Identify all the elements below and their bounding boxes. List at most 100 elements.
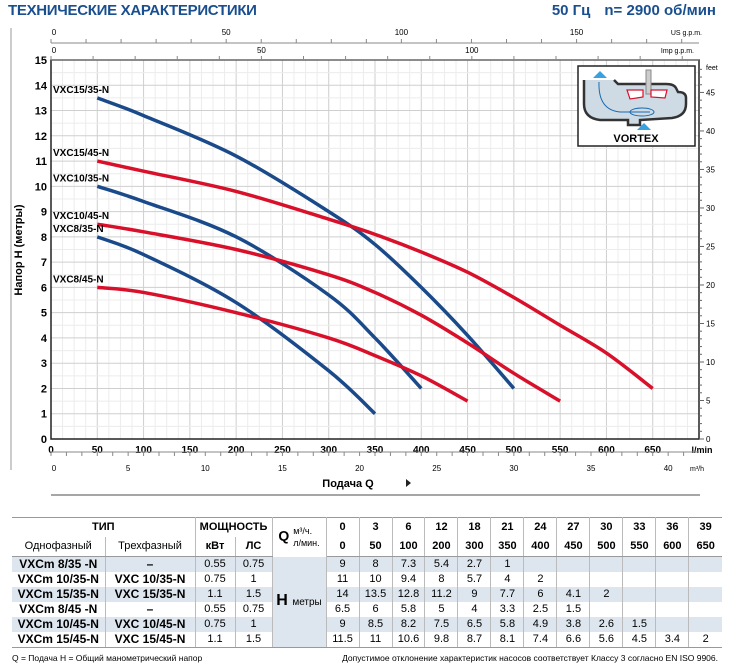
performance-table: ТИП МОЩНОСТЬ Q м³/ч. л/мин. 0 3 6 12 18 21 24 27… bbox=[12, 517, 722, 648]
head-value: 3.4 bbox=[655, 632, 690, 648]
curve-vxc10-45-n bbox=[97, 222, 562, 403]
series-label: VXC10/45-N bbox=[53, 211, 109, 222]
head-value bbox=[523, 556, 558, 572]
head-value: 8.2 bbox=[392, 617, 426, 632]
head-value bbox=[589, 556, 624, 572]
footer-legend: Q = Подача H = Общий манометрический нап… bbox=[12, 653, 203, 663]
head-value: 9 bbox=[326, 556, 360, 572]
h-label-cell: H метры bbox=[272, 556, 327, 648]
feet-unit-label: feet bbox=[706, 65, 718, 72]
head-value: 5 bbox=[424, 602, 459, 617]
x-tick-label: 250 bbox=[274, 445, 291, 456]
x-tick-label: 200 bbox=[228, 445, 245, 456]
power-hp: 1 bbox=[235, 572, 273, 587]
x-tick-label: 0 bbox=[48, 445, 54, 456]
y-tick-label: 12 bbox=[35, 131, 47, 143]
q-value: 27 bbox=[556, 517, 591, 537]
head-value: 10 bbox=[359, 572, 393, 587]
x-tick-label: 300 bbox=[320, 445, 337, 456]
q-value: 600 bbox=[655, 537, 690, 557]
q-lmin-unit: л/мин. bbox=[293, 538, 320, 549]
x-tick-label: 500 bbox=[506, 445, 523, 456]
curve-vxc8-35-n bbox=[96, 235, 377, 416]
series-label: VXC15/35-N bbox=[53, 85, 109, 96]
h-label: H bbox=[276, 592, 288, 610]
y-tick-label: 6 bbox=[41, 282, 47, 294]
head-value: 2 bbox=[688, 632, 722, 648]
q-value: 300 bbox=[457, 537, 492, 557]
feet-tick-label: 0 bbox=[706, 435, 711, 444]
series-label: VXC15/45-N bbox=[53, 148, 109, 159]
y-tick-label: 4 bbox=[41, 333, 48, 345]
head-value bbox=[622, 587, 657, 602]
head-value: 13.5 bbox=[359, 587, 393, 602]
imp_gpm-tick-label: 0 bbox=[52, 46, 57, 55]
feet-tick-label: 25 bbox=[706, 242, 715, 251]
speed: n= 2900 об/мин bbox=[604, 2, 716, 19]
head-value: 8 bbox=[359, 556, 393, 572]
power-hp: 0.75 bbox=[235, 556, 273, 572]
m3h-tick-label: 0 bbox=[52, 464, 57, 473]
head-value bbox=[589, 572, 624, 587]
q-value: 24 bbox=[523, 517, 558, 537]
head-value: 3.8 bbox=[556, 617, 591, 632]
q-value: 200 bbox=[424, 537, 459, 557]
table-row: VXCm 15/35-N VXC 15/35-N 1.1 1.5 14 13.5 12.8 1… bbox=[12, 587, 722, 602]
head-value bbox=[655, 556, 690, 572]
three-phase-model: VXC 10/35-N bbox=[105, 572, 196, 587]
pump-curve-chart: 0 50 100 150 200 250 300 350 400 450 500 550 600 650 l… bbox=[10, 28, 718, 496]
head-value: 14 bbox=[326, 587, 360, 602]
series-label: VXC8/35-N bbox=[53, 224, 104, 235]
head-value: 1.5 bbox=[622, 617, 657, 632]
m3h-tick-label: 35 bbox=[587, 464, 596, 473]
head-value bbox=[589, 602, 624, 617]
power-kw: 1.1 bbox=[195, 632, 236, 648]
head-value bbox=[622, 602, 657, 617]
three-phase-model: – bbox=[105, 602, 196, 617]
x-tick-label: 100 bbox=[135, 445, 152, 456]
q-value: 50 bbox=[359, 537, 393, 557]
head-value: 7.7 bbox=[490, 587, 525, 602]
vortex-label: VORTEX bbox=[613, 133, 659, 145]
m3h-tick-label: 5 bbox=[126, 464, 131, 473]
power-hp: 1.5 bbox=[235, 632, 273, 648]
single-phase-model: VXCm 15/35-N bbox=[12, 587, 106, 602]
power-kw: 0.75 bbox=[195, 572, 236, 587]
head-value: 2 bbox=[523, 572, 558, 587]
q-value: 500 bbox=[589, 537, 624, 557]
x-axis-label: Подача Q bbox=[322, 478, 374, 490]
y-tick-label: 15 bbox=[35, 55, 47, 67]
us_gpm-tick-label: 0 bbox=[52, 28, 57, 37]
head-value: 11.5 bbox=[326, 632, 360, 648]
head-value: 8.5 bbox=[359, 617, 393, 632]
m3h-tick-label: 40 bbox=[664, 464, 673, 473]
frequency: 50 Гц bbox=[551, 2, 591, 19]
q-value: 550 bbox=[622, 537, 657, 557]
kw-header: кВт bbox=[195, 537, 236, 557]
head-value: 5.7 bbox=[457, 572, 492, 587]
three-phase-model: VXC 10/45-N bbox=[105, 617, 196, 632]
head-value: 6.5 bbox=[326, 602, 360, 617]
q-value: 18 bbox=[457, 517, 492, 537]
head-value: 5.6 bbox=[589, 632, 624, 648]
head-value: 4.5 bbox=[622, 632, 657, 648]
head-value: 9 bbox=[457, 587, 492, 602]
head-value: 7.4 bbox=[523, 632, 558, 648]
head-value: 4 bbox=[457, 602, 492, 617]
single-phase-model: VXCm 10/35-N bbox=[12, 572, 106, 587]
head-value: 5.8 bbox=[392, 602, 426, 617]
x-tick-label: 450 bbox=[459, 445, 476, 456]
y-axis-label: Напор H (метры) bbox=[13, 204, 25, 295]
head-value bbox=[655, 617, 690, 632]
head-value bbox=[689, 572, 722, 587]
x-tick-label: 400 bbox=[413, 445, 430, 456]
q-value: 650 bbox=[688, 537, 722, 557]
head-value: 4 bbox=[490, 572, 525, 587]
head-value: 2 bbox=[589, 587, 624, 602]
power-header: МОЩНОСТЬ bbox=[195, 517, 273, 537]
head-value: 8 bbox=[424, 572, 459, 587]
y-tick-label: 5 bbox=[41, 308, 47, 320]
y-tick-label: 0 bbox=[41, 434, 47, 446]
y-tick-label: 3 bbox=[41, 358, 47, 370]
power-hp: 0.75 bbox=[235, 602, 273, 617]
